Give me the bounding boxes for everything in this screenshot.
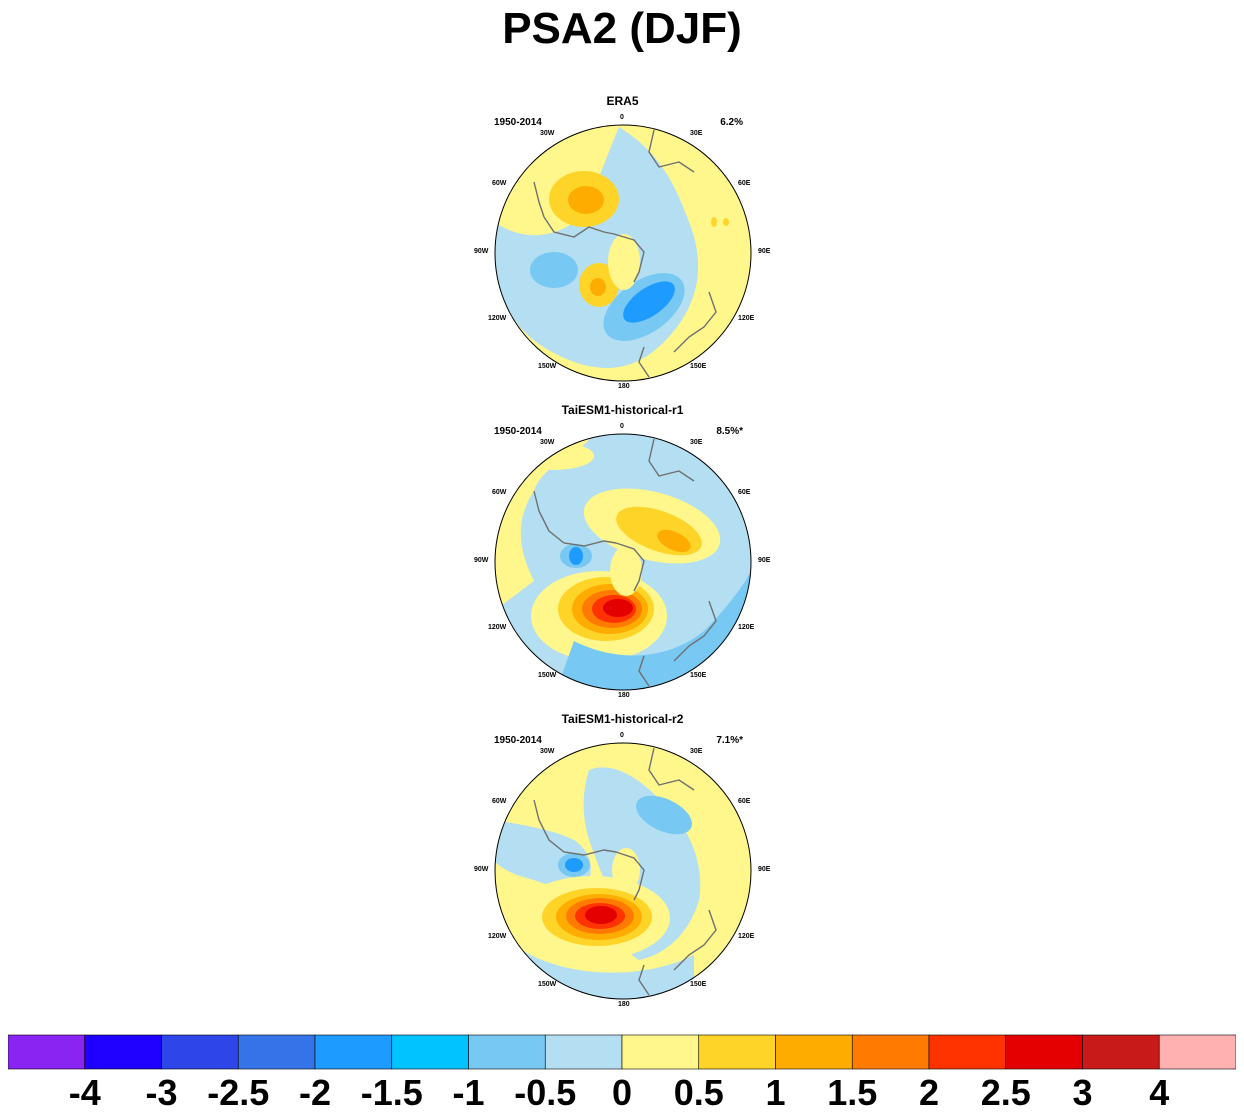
lon-label: 120E xyxy=(738,933,755,940)
panel-title: TaiESM1-historical-r2 xyxy=(561,712,684,726)
lon-label: 0 xyxy=(620,114,624,121)
colorbar-bin xyxy=(1005,1034,1083,1070)
colorbar-tick-label: -3 xyxy=(145,1072,178,1113)
lon-label: 150W xyxy=(538,363,557,370)
lon-label: 60W xyxy=(492,180,507,187)
polar-map xyxy=(494,742,752,1000)
lon-label: 60E xyxy=(738,798,751,805)
panel-title: ERA5 xyxy=(606,94,639,108)
colorbar-tick-label: 0.5 xyxy=(673,1072,724,1113)
panel-variance: 7.1%* xyxy=(716,735,743,746)
map-panel-r2: TaiESM1-historical-r2 1950-2014 7.1%* xyxy=(470,712,775,1012)
lon-label: 60W xyxy=(492,798,507,805)
colorbar-tick-label: 4 xyxy=(1149,1072,1170,1113)
lon-label: 150E xyxy=(690,672,707,679)
colorbar-tick-label: -4 xyxy=(68,1072,101,1113)
polar-map xyxy=(494,124,752,382)
colorbar-bin xyxy=(1158,1034,1236,1070)
colorbar-bin xyxy=(8,1034,86,1070)
colorbar-tick-label: 0 xyxy=(611,1072,633,1113)
lon-label: 150E xyxy=(690,363,707,370)
lon-label: 180 xyxy=(618,1001,630,1008)
lon-label: 90W xyxy=(474,248,489,255)
panel-title: TaiESM1-historical-r1 xyxy=(561,403,684,417)
colorbar-tick-label: 2.5 xyxy=(980,1072,1031,1113)
lon-label: 60E xyxy=(738,489,751,496)
lon-label: 150E xyxy=(690,981,707,988)
lon-label: 30E xyxy=(690,439,703,446)
colorbar-tick-label: -0.5 xyxy=(514,1072,577,1113)
lon-label: 180 xyxy=(618,383,630,390)
lon-label: 120W xyxy=(488,315,507,322)
lon-label: 150W xyxy=(538,672,557,679)
lon-label: 60E xyxy=(738,180,751,187)
colorbar-bin xyxy=(928,1034,1007,1070)
colorbar-bin xyxy=(468,1034,546,1070)
panel-period: 1950-2014 xyxy=(494,735,542,746)
colorbar-bin xyxy=(621,1034,700,1070)
lon-label: 120W xyxy=(488,624,507,631)
colorbar-bin xyxy=(698,1034,776,1070)
panel-period: 1950-2014 xyxy=(494,426,542,437)
colorbar-bin xyxy=(851,1034,930,1070)
map-panel-era5: ERA5 1950-2014 6.2% 0 30E 60E 90E xyxy=(470,94,775,394)
lon-label: 120W xyxy=(488,933,507,940)
lon-label: 30W xyxy=(540,439,555,446)
lon-label: 90E xyxy=(758,557,771,564)
panel-variance: 8.5%* xyxy=(716,426,743,437)
lon-label: 120E xyxy=(738,315,755,322)
polar-map xyxy=(494,433,752,691)
colorbar-tick-label: 1 xyxy=(765,1072,786,1113)
colorbar-bin xyxy=(775,1034,853,1070)
map-panel-r1: TaiESM1-historical-r1 1950-2014 8.5%* xyxy=(470,403,775,703)
lon-label: 60W xyxy=(492,489,507,496)
lon-label: 120E xyxy=(738,624,755,631)
colorbar-tick-label: 1.5 xyxy=(827,1072,878,1113)
colorbar xyxy=(8,1034,1236,1070)
lon-label: 90E xyxy=(758,248,771,255)
lon-label: 90E xyxy=(758,866,771,873)
panel-variance: 6.2% xyxy=(720,117,743,128)
colorbar-bin xyxy=(544,1034,623,1070)
colorbar-bin xyxy=(1082,1034,1160,1070)
lon-label: 30E xyxy=(690,130,703,137)
colorbar-bin xyxy=(314,1034,393,1070)
lon-label: 0 xyxy=(620,732,624,739)
colorbar-tick-label: -2 xyxy=(298,1072,332,1113)
colorbar-tick-label: -1.5 xyxy=(360,1072,423,1113)
lon-label: 150W xyxy=(538,981,557,988)
colorbar-bin xyxy=(237,1034,316,1070)
colorbar-bin xyxy=(84,1034,162,1070)
colorbar-tick-label: -1 xyxy=(452,1072,485,1113)
colorbar-tick-label: -2.5 xyxy=(207,1072,270,1113)
panel-period: 1950-2014 xyxy=(494,117,542,128)
lon-label: 90W xyxy=(474,557,489,564)
lon-label: 30W xyxy=(540,748,555,755)
figure-title: PSA2 (DJF) xyxy=(502,4,742,53)
lon-label: 30E xyxy=(690,748,703,755)
colorbar-bin xyxy=(161,1034,239,1070)
lon-label: 90W xyxy=(474,866,489,873)
lon-label: 0 xyxy=(620,423,624,430)
colorbar-tick-labels: -4 -3 -2.5 -2 -1.5 -1 -0.5 0 0.5 1 1.5 2 2.5 3 4 xyxy=(0,1072,1244,1116)
lon-label: 180 xyxy=(618,692,630,699)
colorbar-bin xyxy=(391,1034,469,1070)
colorbar-tick-label: 2 xyxy=(918,1072,940,1113)
colorbar-tick-label: 3 xyxy=(1072,1072,1093,1113)
lon-label: 30W xyxy=(540,130,555,137)
